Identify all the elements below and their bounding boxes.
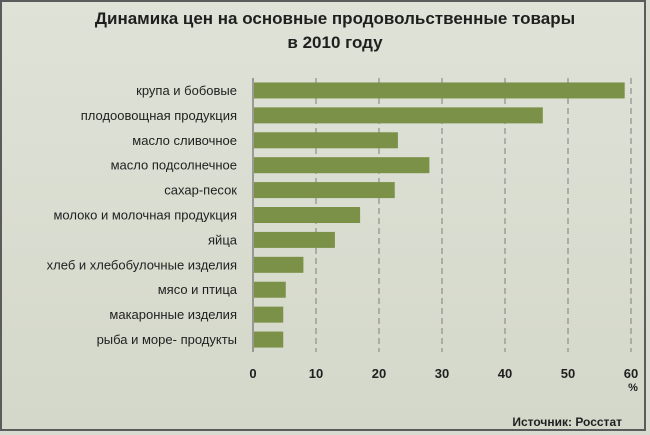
category-label: молоко и молочная продукция: [53, 208, 237, 223]
bar: [254, 306, 284, 323]
category-label: масло сливочное: [132, 133, 237, 148]
bar: [254, 82, 625, 99]
x-tick-labels: 0 10 20 30 40 50 60: [249, 366, 638, 381]
x-tick-label: 10: [309, 366, 323, 381]
category-label: плодоовощная продукция: [81, 108, 237, 123]
category-label: хлеб и хлебобулочные изделия: [47, 257, 237, 272]
category-labels: крупа и бобовые плодоовощная продукция мас…: [47, 83, 238, 347]
bar: [254, 281, 286, 298]
chart-title-line-1: Динамика цен на основные продовольственн…: [95, 9, 575, 28]
bar: [254, 107, 543, 124]
category-label: рыба и море- продукты: [97, 332, 237, 347]
chart-title-line-2: в 2010 году: [287, 33, 383, 52]
category-label: макаронные изделия: [109, 307, 237, 322]
bars-group: [254, 82, 625, 348]
bar: [254, 331, 284, 348]
category-label: крупа и бобовые: [136, 83, 237, 98]
bar: [254, 157, 430, 174]
grid-lines: [315, 78, 632, 352]
x-tick-label: 60: [624, 366, 638, 381]
category-label: мясо и птица: [158, 282, 238, 297]
x-tick-label: 40: [498, 366, 512, 381]
bar: [254, 207, 361, 223]
bar: [254, 182, 395, 199]
x-tick-label: 50: [561, 366, 575, 381]
bar: [254, 231, 335, 248]
category-label: масло подсолнечное: [111, 158, 237, 173]
x-tick-label: 20: [372, 366, 386, 381]
bar: [254, 256, 304, 273]
bar: [254, 132, 398, 149]
x-unit-label: %: [628, 382, 638, 394]
x-tick-label: 30: [435, 366, 449, 381]
source-label: Источник: Росстат: [512, 415, 622, 429]
x-tick-label: 0: [249, 366, 256, 381]
category-label: сахар-песок: [164, 183, 237, 198]
category-label: яйца: [208, 232, 238, 247]
